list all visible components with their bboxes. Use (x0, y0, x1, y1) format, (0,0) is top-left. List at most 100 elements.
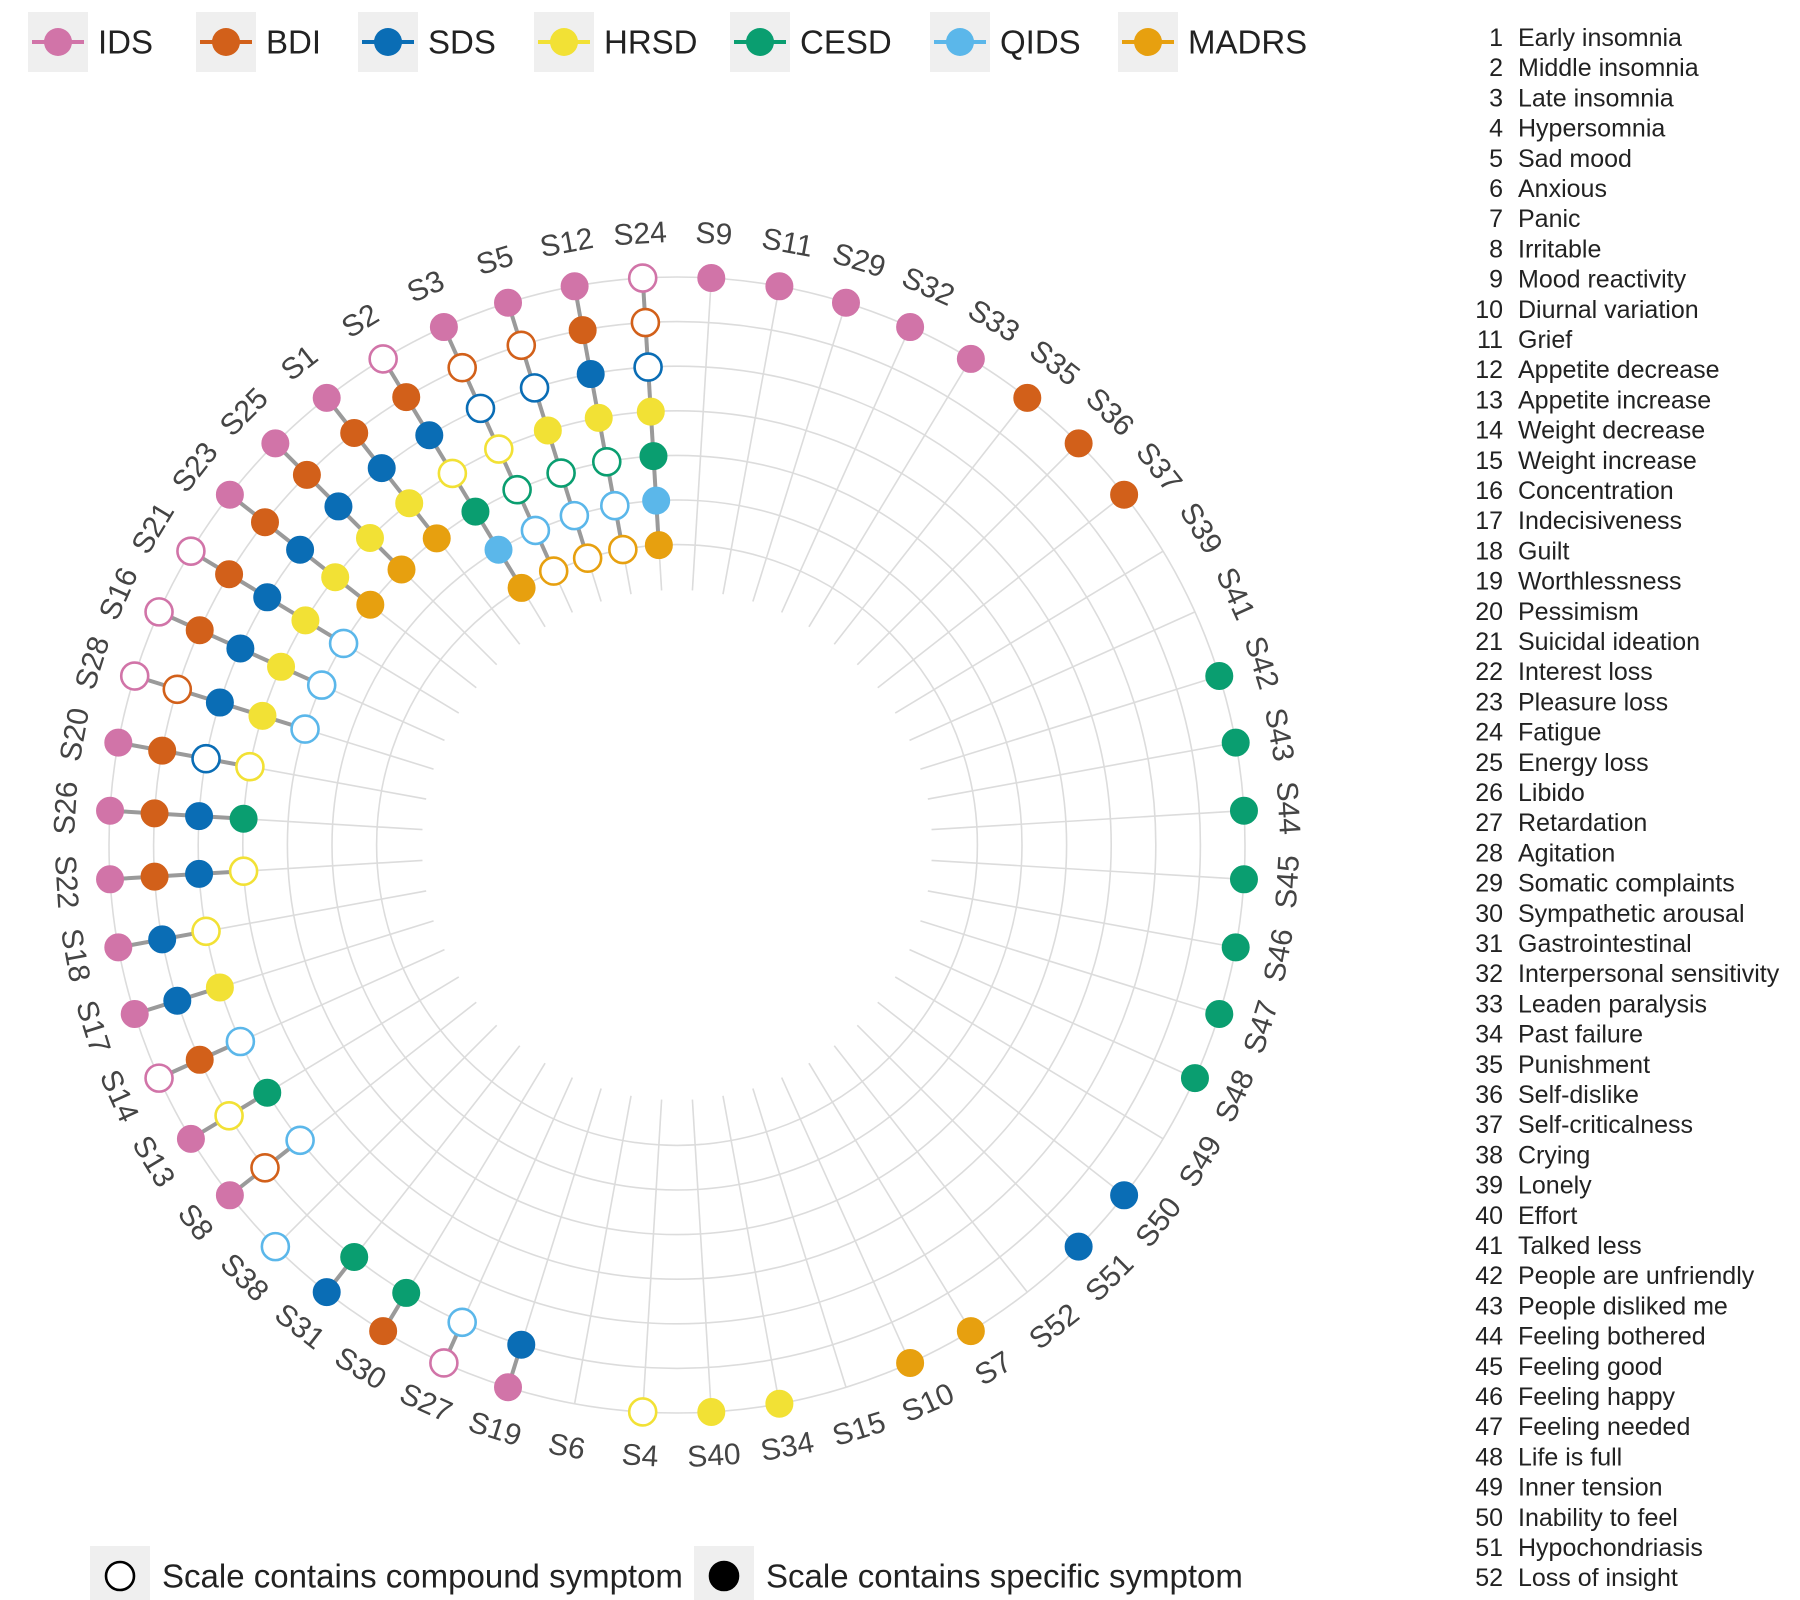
grid-ring (197, 365, 1157, 1325)
category-label-s40: S40 (686, 1438, 741, 1474)
symptom-name: Inner tension (1518, 1474, 1663, 1502)
dot-s3-sds (465, 393, 496, 424)
dot-s14-bdi (185, 1045, 214, 1074)
scale-legend: IDS BDI SDS HRSD CESD QIDS MADRS (28, 12, 1307, 72)
symptom-list-item: 4 Hypersomnia (1489, 115, 1665, 143)
dot-s38-qids (260, 1231, 291, 1262)
symptom-number: 31 (1475, 930, 1503, 958)
legend-key-dot (550, 28, 578, 56)
dot-s2-hrsd (437, 458, 468, 489)
symptom-list-item: 49 Inner tension (1475, 1474, 1662, 1502)
symptom-number: 50 (1475, 1504, 1503, 1532)
dot-s23-madrs (356, 590, 385, 619)
legend-item-ids: IDS (28, 12, 153, 72)
category-label-s22: S22 (48, 854, 84, 909)
dot-s14-ids (144, 1063, 174, 1093)
legend-key-dot (212, 28, 240, 56)
dot-s24-madrs (644, 531, 673, 560)
grid-spoke (856, 1024, 1080, 1248)
category-label-s2: S2 (336, 298, 384, 345)
symptom-list-item: 20 Pessimism (1475, 598, 1639, 626)
symptom-list-item: 38 Crying (1475, 1141, 1590, 1169)
symptom-name: Lonely (1518, 1172, 1592, 1200)
symptom-name: Somatic complaints (1518, 870, 1735, 898)
dot-s3-hrsd (483, 434, 514, 464)
symptom-number: 28 (1475, 839, 1503, 867)
symptom-name: Feeling needed (1518, 1413, 1690, 1441)
dot-s5-sds (519, 373, 550, 403)
dot-s26-ids (96, 796, 125, 825)
grid-spoke (931, 809, 1245, 831)
symptom-name: Feeling good (1518, 1353, 1663, 1381)
dot-s36-bdi (1064, 429, 1093, 458)
symptom-list-item: 47 Feeling needed (1475, 1413, 1690, 1441)
symptom-number: 52 (1475, 1564, 1503, 1592)
symptom-number-list: 1 Early insomnia 2 Middle insomnia 3 Late ins… (1475, 24, 1780, 1592)
symptom-name: Self-criticalness (1518, 1111, 1693, 1139)
dot-s2-sds (415, 421, 444, 450)
symptom-name: Late insomnia (1518, 84, 1674, 112)
category-label-s13: S13 (125, 1130, 181, 1193)
symptom-list-item: 18 Guilt (1475, 537, 1569, 565)
symptom-list-item: 46 Feeling happy (1475, 1383, 1675, 1411)
symptom-name: Hypersomnia (1518, 115, 1665, 143)
legend-item-cesd: CESD (730, 12, 892, 72)
symptom-name: Mood reactivity (1518, 266, 1687, 294)
symptom-name: Feeling happy (1518, 1383, 1676, 1411)
symptom-name: Effort (1518, 1202, 1577, 1230)
dot-s25-bdi (292, 460, 321, 489)
grid-spoke (722, 1095, 781, 1404)
dot-s24-qids (642, 486, 671, 515)
dot-s12-hrsd (584, 403, 613, 432)
symptom-name: Inability to feel (1518, 1504, 1678, 1532)
symptom-list-item: 32 Interpersonal sensitivity (1475, 960, 1780, 988)
category-label-s39: S39 (1173, 497, 1229, 560)
grid-spoke (877, 1001, 1125, 1196)
grid-spoke (931, 859, 1245, 881)
dot-s21-qids (328, 628, 359, 659)
symptom-number: 46 (1475, 1383, 1503, 1411)
category-label-s50: S50 (1129, 1191, 1188, 1253)
symptom-list-item: 2 Middle insomnia (1489, 54, 1699, 82)
grid-spoke (909, 611, 1196, 742)
dot-s2-qids (484, 535, 513, 564)
symptom-number: 13 (1475, 386, 1503, 414)
symptom-list-item: 7 Panic (1489, 205, 1580, 233)
symptom-list-item: 35 Punishment (1475, 1051, 1650, 1079)
category-label-s14: S14 (93, 1065, 145, 1127)
category-label-s18: S18 (54, 926, 96, 984)
category-label-s12: S12 (537, 222, 595, 264)
dot-s20-bdi (148, 736, 177, 765)
symptom-number: 45 (1475, 1353, 1503, 1381)
dot-s3-bdi (447, 352, 477, 383)
symptom-list-item: 10 Diurnal variation (1475, 296, 1698, 324)
dot-s28-qids (290, 714, 320, 744)
grid-spoke (920, 920, 1220, 1015)
dot-s19-sds (507, 1330, 536, 1359)
dot-s51-sds (1064, 1232, 1093, 1261)
dot-s1-ids (312, 383, 341, 412)
dot-s13-hrsd (214, 1100, 244, 1131)
legend-label-sds: SDS (428, 24, 496, 61)
symptom-dots (96, 263, 1258, 1427)
dot-s50-sds (1110, 1181, 1139, 1210)
symptom-list-item: 1 Early insomnia (1489, 24, 1682, 52)
category-label-s45: S45 (1270, 854, 1306, 909)
dot-s17-ids (120, 999, 149, 1028)
dot-s3-madrs (538, 556, 569, 586)
grid-ring (152, 320, 1202, 1370)
category-label-s1: S1 (275, 339, 324, 388)
dot-s30-cesd (392, 1278, 421, 1307)
symptom-number: 27 (1475, 809, 1503, 837)
category-label-s29: S29 (829, 237, 890, 284)
symptom-name: Panic (1518, 205, 1581, 233)
dot-s7-madrs (956, 1317, 985, 1346)
dot-s1-sds (367, 454, 396, 483)
dot-s24-sds (633, 352, 663, 382)
dot-s24-ids (627, 263, 658, 293)
symptom-name: Agitation (1518, 839, 1615, 867)
dot-s18-sds (148, 925, 177, 954)
symptom-list-item: 34 Past failure (1475, 1021, 1643, 1049)
legend-item-hrsd: HRSD (534, 12, 698, 72)
dot-s2-madrs (507, 573, 536, 602)
